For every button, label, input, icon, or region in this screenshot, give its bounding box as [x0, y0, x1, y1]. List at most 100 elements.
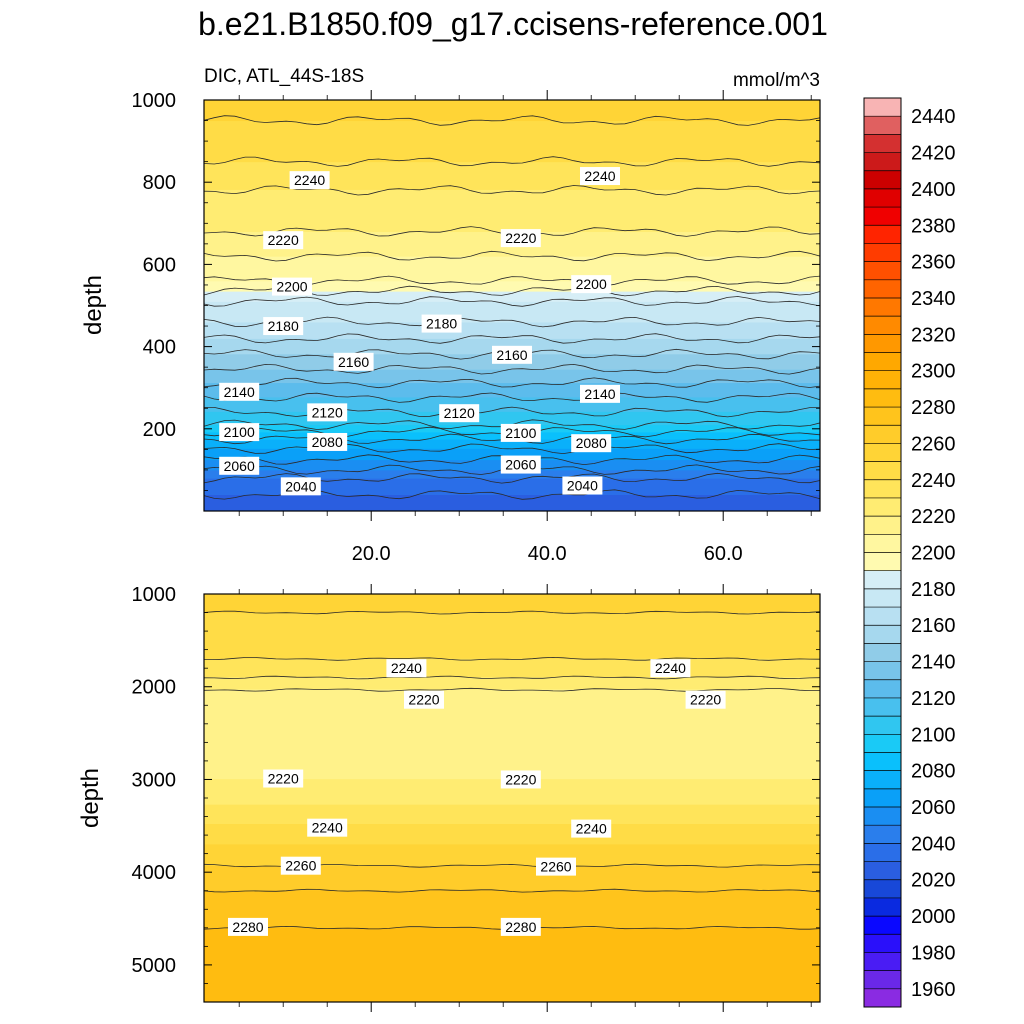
colorbar-swatch — [864, 734, 901, 753]
colorbar-swatch — [864, 716, 901, 735]
colorbar-tick-label: 2020 — [911, 870, 956, 892]
contour-label: 2220 — [263, 769, 304, 788]
contour-label-box — [500, 423, 541, 442]
colorbar-tick-label: 1980 — [911, 942, 956, 964]
contour-label: 2100 — [500, 423, 541, 442]
contour-label: 2260 — [280, 856, 321, 875]
contour-label: 2160 — [333, 352, 374, 371]
contour-label: 2120 — [439, 404, 480, 423]
filled-band — [204, 396, 820, 412]
colorbar-tick-label: 2420 — [911, 143, 956, 165]
colorbar-swatch — [864, 297, 901, 317]
contour-label-text: 2240 — [584, 168, 615, 184]
colorbar-tick-label: 2140 — [911, 652, 956, 674]
filled-band — [204, 100, 820, 122]
contour-label: 2120 — [307, 403, 348, 422]
contour-line-2170 — [204, 316, 820, 328]
contour-label-box — [219, 456, 260, 475]
contour-label-box — [580, 167, 620, 186]
contour-label-box — [307, 432, 348, 451]
contour-line-2270 — [204, 888, 820, 893]
contour-label-box — [500, 229, 541, 248]
colorbar-swatch — [864, 661, 901, 681]
contour-label-box — [333, 352, 374, 371]
contour-line-2110 — [204, 406, 820, 418]
colorbar-tick-label: 2360 — [911, 252, 956, 274]
colorbar-tick-label: 2300 — [911, 361, 956, 383]
colorbar-swatch — [864, 207, 901, 226]
colorbar-swatch — [864, 988, 901, 1008]
units-label: mmol/m^3 — [733, 70, 820, 91]
contour-label-text: 2080 — [576, 435, 607, 451]
contour-label-box — [580, 384, 620, 403]
contour-label-text: 2240 — [294, 172, 325, 188]
contour-label: 2160 — [492, 345, 532, 364]
contour-label: 2220 — [404, 690, 444, 709]
colorbar-frame — [863, 97, 902, 1008]
filled-band — [204, 612, 820, 660]
contour-label-box — [307, 403, 348, 422]
contour-line-2250 — [204, 115, 820, 126]
filled-band — [204, 188, 820, 233]
contour-label: 2260 — [536, 857, 576, 876]
colorbar-tick-label: 2000 — [911, 906, 956, 928]
filled-band — [204, 447, 820, 461]
contour-label-text: 2240 — [312, 820, 343, 836]
contour-label: 2060 — [219, 456, 260, 475]
lower-y-axis-label: depth — [77, 768, 104, 828]
contour-label-box — [404, 690, 444, 709]
upper-y-axis-label: depth — [80, 275, 107, 335]
contour-label-box — [571, 819, 612, 838]
contour-label-box — [280, 477, 321, 496]
contour-label-box — [500, 917, 541, 936]
contour-label-box — [492, 345, 532, 364]
colorbar-swatch — [864, 134, 901, 153]
contour-label-text: 2220 — [505, 771, 536, 787]
contour-line-2230 — [204, 185, 820, 196]
x-axis: 20.0 40.0 60.0 — [352, 543, 743, 565]
y-tick-label: 1000 — [132, 584, 177, 606]
y-tick-label: 600 — [143, 254, 176, 276]
colorbar-swatch — [864, 443, 901, 462]
colorbar-tick-label: 2220 — [911, 506, 956, 528]
contour-label-box — [280, 856, 321, 875]
colorbar-swatch — [864, 825, 901, 844]
colorbar-swatch — [864, 916, 901, 935]
contour-label: 2080 — [307, 432, 348, 451]
contour-line-2070 — [204, 443, 820, 455]
contour-line-2250 — [204, 610, 820, 615]
colorbar-swatch — [864, 316, 901, 335]
colorbar-swatch — [864, 879, 901, 899]
contour-label: 2240 — [580, 167, 620, 186]
colorbar-swatch — [864, 970, 901, 990]
contour-label: 2220 — [500, 770, 541, 789]
contour-label-text: 2180 — [426, 316, 457, 332]
contour-label: 2240 — [386, 659, 427, 678]
colorbar-swatch — [864, 370, 901, 390]
colorbar-swatch — [864, 461, 901, 481]
filled-band — [204, 290, 820, 302]
filled-band — [204, 280, 820, 292]
colorbar-swatch — [864, 952, 901, 971]
y-tick-label: 800 — [143, 172, 176, 194]
colorbar-tick-label: 2060 — [911, 797, 956, 819]
colorbar-swatch — [864, 516, 901, 535]
contour-label: 2240 — [289, 171, 330, 190]
filled-band — [204, 658, 820, 679]
y-tick-label: 1000 — [132, 90, 177, 112]
filled-band — [204, 494, 820, 511]
contour-line-2160 — [204, 333, 820, 344]
colorbar-swatch — [864, 188, 901, 208]
contour-line-2220 — [204, 687, 820, 692]
colorbar-tick-label: 2280 — [911, 397, 956, 419]
contour-label-box — [386, 659, 427, 678]
filled-band — [204, 382, 820, 398]
colorbar-swatch — [864, 534, 901, 553]
contour-label: 2280 — [500, 917, 541, 936]
contour-label-text: 2140 — [224, 384, 255, 400]
contour-label-text: 2140 — [584, 386, 615, 402]
colorbar-swatch — [864, 788, 901, 808]
contour-label-text: 2040 — [285, 478, 316, 494]
contour-line-2140 — [204, 363, 820, 375]
